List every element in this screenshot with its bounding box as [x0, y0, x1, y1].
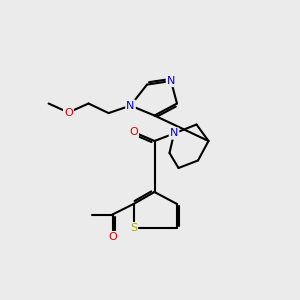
Text: N: N — [167, 76, 175, 86]
Text: N: N — [170, 128, 178, 139]
Text: O: O — [108, 232, 117, 242]
Text: S: S — [130, 223, 137, 233]
Text: O: O — [129, 127, 138, 137]
Text: O: O — [64, 107, 73, 118]
Text: N: N — [126, 100, 135, 111]
